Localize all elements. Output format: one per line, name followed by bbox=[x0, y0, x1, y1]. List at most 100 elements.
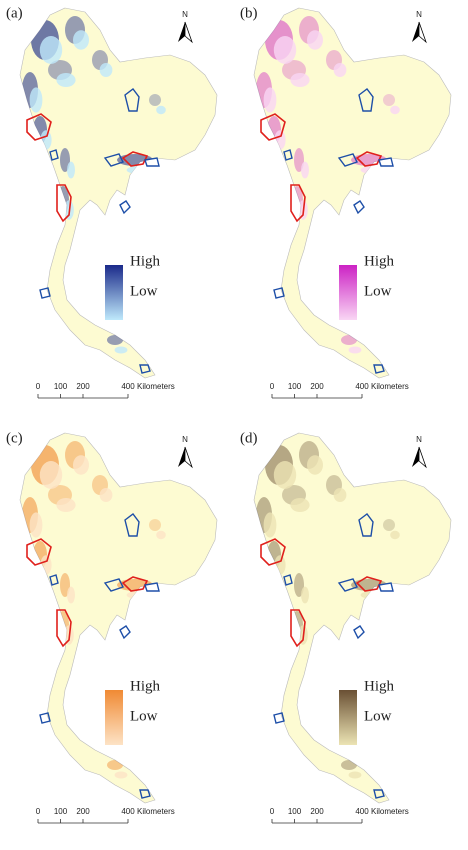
index-patch bbox=[156, 105, 166, 115]
protected-area bbox=[39, 712, 51, 724]
protected-area bbox=[373, 364, 385, 374]
index-patch bbox=[333, 488, 347, 502]
index-patch bbox=[320, 230, 328, 250]
legend-high: High bbox=[364, 678, 395, 694]
legend-low: Low bbox=[130, 283, 158, 299]
protected-area bbox=[119, 200, 131, 215]
north-label: N bbox=[182, 10, 188, 19]
protected-area bbox=[103, 578, 124, 592]
index-patch bbox=[81, 718, 91, 732]
protected-area bbox=[273, 287, 285, 299]
protected-area bbox=[124, 88, 140, 112]
scale-label: 100 bbox=[54, 382, 68, 391]
scale-label: 100 bbox=[288, 807, 302, 816]
protected-area bbox=[290, 184, 306, 223]
north-arrow bbox=[178, 447, 185, 467]
protected-area bbox=[283, 574, 293, 586]
index-patch bbox=[40, 555, 52, 575]
index-patch bbox=[308, 705, 320, 725]
index-patch bbox=[263, 512, 277, 538]
index-patch bbox=[67, 161, 75, 179]
protected-area bbox=[144, 582, 160, 592]
scale-unit: Kilometers bbox=[137, 807, 175, 816]
index-patch bbox=[326, 243, 334, 257]
protected-area bbox=[56, 184, 72, 223]
protected-area bbox=[337, 578, 358, 592]
scale-label: 400 bbox=[355, 807, 369, 816]
scale-unit: Kilometers bbox=[371, 382, 409, 391]
index-patch bbox=[273, 36, 297, 64]
panel-label: (c) bbox=[6, 430, 23, 446]
legend-ramp bbox=[105, 265, 123, 320]
index-patch bbox=[290, 498, 310, 512]
panel-label: (b) bbox=[240, 5, 258, 21]
protected-area bbox=[260, 538, 286, 566]
index-patch bbox=[74, 705, 86, 725]
index-patch bbox=[99, 63, 113, 77]
index-patch bbox=[390, 105, 400, 115]
north-label: N bbox=[416, 10, 422, 19]
index-patch bbox=[29, 512, 43, 538]
index-patch bbox=[341, 335, 357, 345]
protected-area bbox=[26, 113, 52, 141]
legend-ramp bbox=[339, 265, 357, 320]
index-patch bbox=[315, 293, 325, 307]
north-label: N bbox=[182, 435, 188, 444]
north-label: N bbox=[416, 435, 422, 444]
scale-label: 200 bbox=[76, 807, 90, 816]
index-patch bbox=[383, 519, 395, 531]
scale-label: 400 bbox=[355, 382, 369, 391]
index-patch bbox=[73, 455, 89, 475]
index-patch bbox=[114, 771, 128, 779]
index-pattern bbox=[22, 441, 166, 779]
index-patch bbox=[126, 590, 156, 600]
protected-area bbox=[353, 200, 365, 215]
scale-label: 100 bbox=[54, 807, 68, 816]
index-patch bbox=[290, 73, 310, 87]
protected-area bbox=[283, 149, 293, 161]
scale-label: 0 bbox=[36, 382, 41, 391]
protected-area bbox=[139, 789, 151, 799]
index-patch bbox=[86, 230, 94, 250]
map-panel: (d) N High Low 0 100 200 400 Kilometers bbox=[240, 430, 452, 824]
map bbox=[19, 7, 218, 379]
protected-area bbox=[337, 153, 358, 167]
index-patch bbox=[383, 94, 395, 106]
index-patch bbox=[149, 94, 161, 106]
scale-unit: Kilometers bbox=[371, 807, 409, 816]
index-patch bbox=[320, 655, 328, 675]
index-patch bbox=[274, 130, 286, 150]
legend-high: High bbox=[130, 253, 161, 269]
scale-label: 200 bbox=[310, 807, 324, 816]
protected-area bbox=[49, 149, 59, 161]
country-area bbox=[253, 432, 452, 804]
scale-label: 400 bbox=[121, 807, 135, 816]
index-patch bbox=[92, 243, 100, 257]
index-patch bbox=[149, 519, 161, 531]
protected-area bbox=[26, 538, 52, 566]
index-patch bbox=[156, 530, 166, 540]
index-patch bbox=[107, 760, 123, 770]
protected-area bbox=[358, 513, 374, 537]
index-patch bbox=[107, 335, 123, 345]
index-patch bbox=[39, 461, 63, 489]
index-patch bbox=[341, 760, 357, 770]
index-patch bbox=[307, 455, 323, 475]
index-patch bbox=[315, 718, 325, 732]
map bbox=[19, 432, 218, 804]
index-patch bbox=[39, 36, 63, 64]
protected-area bbox=[119, 625, 131, 640]
panel-label: (d) bbox=[240, 430, 258, 446]
protected-area bbox=[139, 364, 151, 374]
legend-low: Low bbox=[364, 283, 392, 299]
legend-high: High bbox=[130, 678, 161, 694]
index-patch bbox=[126, 165, 156, 175]
country-area bbox=[19, 432, 218, 804]
index-patch bbox=[274, 555, 286, 575]
index-patch bbox=[114, 346, 128, 354]
index-patch bbox=[74, 280, 86, 300]
index-patch bbox=[273, 461, 297, 489]
protected-area bbox=[49, 574, 59, 586]
index-patch bbox=[308, 280, 320, 300]
